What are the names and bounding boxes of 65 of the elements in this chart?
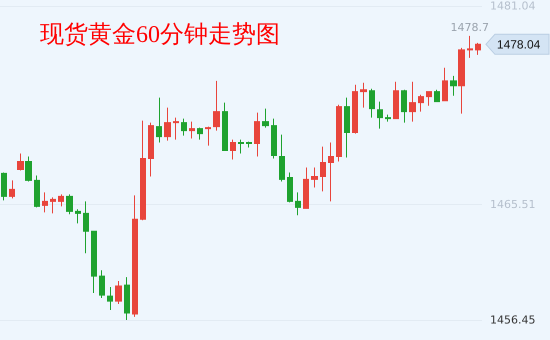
candlestick — [262, 108, 269, 128]
candlestick — [320, 146, 326, 192]
candlestick — [475, 42, 481, 56]
candlestick — [173, 117, 179, 140]
candlestick — [230, 139, 236, 160]
candlestick — [222, 102, 228, 152]
y-tick-label: 1481.04 — [490, 0, 536, 12]
candlestick — [295, 192, 301, 216]
candlestick — [197, 127, 203, 140]
candlestick — [181, 118, 187, 136]
y-tick-label: 1456.45 — [490, 314, 536, 326]
annotation: 1478.7 — [450, 20, 489, 34]
candlestick — [467, 35, 473, 58]
candlestick — [328, 142, 334, 202]
candlestick — [189, 121, 195, 140]
candlestick — [66, 194, 73, 215]
candlestick — [58, 194, 64, 207]
candlestick — [124, 276, 130, 320]
candlestick — [148, 122, 154, 177]
candlestick — [25, 156, 32, 182]
candlestick — [409, 81, 416, 122]
candlestick — [107, 286, 113, 311]
candlestick — [377, 101, 383, 130]
candlestick — [393, 81, 399, 120]
candlestick — [336, 104, 342, 162]
candlestick — [205, 126, 211, 146]
candlestick — [369, 88, 375, 118]
candlestick — [458, 47, 465, 114]
y-tick-label: 1465.51 — [490, 198, 536, 211]
candlestick — [287, 172, 293, 203]
candlestick — [418, 94, 424, 112]
candlestick — [17, 152, 24, 171]
candlestick — [115, 280, 122, 305]
candlestick — [132, 194, 138, 318]
candlestick — [238, 139, 244, 154]
candlestick — [442, 67, 448, 102]
candlestick — [156, 97, 162, 144]
candlestick — [91, 230, 97, 294]
candlestick — [426, 91, 432, 106]
candlestick — [1, 172, 7, 201]
candlestick — [99, 270, 105, 299]
candlestick — [50, 196, 56, 214]
candlestick — [279, 134, 285, 182]
candlestick — [213, 80, 220, 132]
candlestick — [75, 208, 81, 224]
candlestick — [271, 118, 277, 159]
candlestick — [140, 120, 146, 221]
candlestick — [83, 200, 89, 254]
candlestick — [360, 82, 367, 108]
candlestick — [164, 107, 171, 142]
candlestick — [34, 174, 40, 208]
candlestick — [303, 167, 309, 209]
candlestick — [254, 112, 260, 158]
text: 现货黄金60分钟走势图 — [40, 22, 280, 48]
candlestick — [9, 180, 15, 199]
candlestick — [352, 84, 358, 134]
candlestick — [42, 192, 48, 213]
candlestick — [450, 75, 457, 96]
candlestick — [434, 89, 440, 102]
candlestick — [385, 114, 391, 122]
candlestick — [246, 141, 252, 148]
candlestick — [401, 89, 407, 124]
text: 1478.04 — [496, 37, 541, 52]
candlestick — [311, 167, 318, 188]
candlestick — [344, 97, 350, 158]
